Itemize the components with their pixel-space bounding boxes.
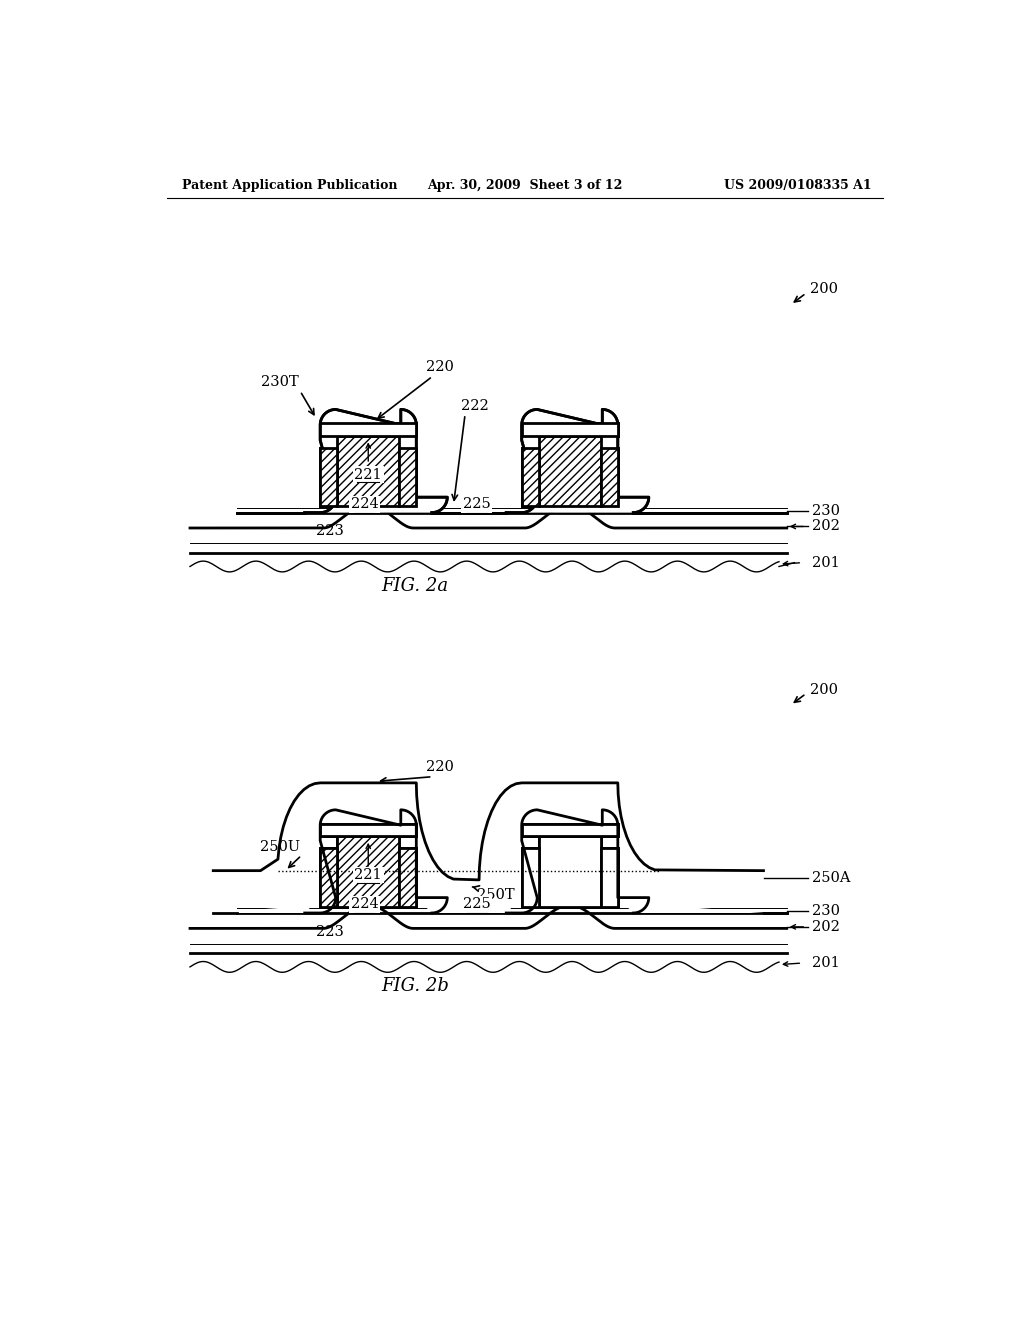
Bar xyxy=(539,836,601,907)
Text: 200: 200 xyxy=(810,682,838,697)
Text: 225: 225 xyxy=(463,498,490,511)
Text: 222: 222 xyxy=(461,399,489,412)
Polygon shape xyxy=(506,409,649,512)
Text: 224: 224 xyxy=(350,498,378,511)
Text: 250U: 250U xyxy=(260,840,300,854)
Text: 221: 221 xyxy=(354,467,382,482)
Bar xyxy=(337,836,399,907)
Bar xyxy=(399,447,417,507)
Text: FIG. 2a: FIG. 2a xyxy=(381,577,449,595)
Text: 230: 230 xyxy=(812,904,840,919)
Text: Apr. 30, 2009  Sheet 3 of 12: Apr. 30, 2009 Sheet 3 of 12 xyxy=(427,178,623,191)
Bar xyxy=(321,824,417,836)
Text: 202: 202 xyxy=(812,520,840,533)
Text: 230T: 230T xyxy=(261,375,299,389)
Text: 225: 225 xyxy=(463,898,490,911)
Bar xyxy=(399,849,417,907)
Bar xyxy=(337,436,399,507)
Bar xyxy=(521,424,617,436)
Bar xyxy=(521,824,617,836)
Text: FIG. 2b: FIG. 2b xyxy=(381,977,449,995)
Bar xyxy=(521,447,539,507)
Bar xyxy=(539,836,601,907)
Text: Patent Application Publication: Patent Application Publication xyxy=(182,178,397,191)
Bar xyxy=(521,849,539,907)
Bar xyxy=(539,436,601,507)
Bar xyxy=(321,447,337,507)
Bar xyxy=(321,424,417,436)
Text: 200: 200 xyxy=(810,282,838,296)
Text: 230: 230 xyxy=(812,504,840,517)
Text: US 2009/0108335 A1: US 2009/0108335 A1 xyxy=(724,178,872,191)
Text: 201: 201 xyxy=(812,556,840,570)
Text: 201: 201 xyxy=(812,956,840,970)
Text: 250A: 250A xyxy=(812,871,850,886)
Text: 223: 223 xyxy=(315,524,343,539)
Text: 223: 223 xyxy=(315,924,343,939)
Bar xyxy=(601,447,617,507)
Text: 250T: 250T xyxy=(477,887,514,902)
Bar xyxy=(521,824,617,836)
Bar xyxy=(521,849,539,907)
Bar xyxy=(601,849,617,907)
Bar xyxy=(399,849,417,907)
Bar xyxy=(399,447,417,507)
Bar xyxy=(539,436,601,507)
Bar xyxy=(321,849,337,907)
Bar xyxy=(521,424,617,436)
Bar xyxy=(521,447,539,507)
Bar xyxy=(321,824,417,836)
Text: 202: 202 xyxy=(812,920,840,933)
Bar xyxy=(321,849,337,907)
Text: 220: 220 xyxy=(426,360,455,374)
Bar xyxy=(337,436,399,507)
Bar xyxy=(337,836,399,907)
Bar xyxy=(601,849,617,907)
Text: 221: 221 xyxy=(354,869,382,882)
Bar xyxy=(601,447,617,507)
Polygon shape xyxy=(305,409,447,512)
Bar xyxy=(321,447,337,507)
Text: 224: 224 xyxy=(350,898,378,911)
Polygon shape xyxy=(213,783,764,913)
Bar xyxy=(321,424,417,436)
Text: 220: 220 xyxy=(426,760,455,775)
